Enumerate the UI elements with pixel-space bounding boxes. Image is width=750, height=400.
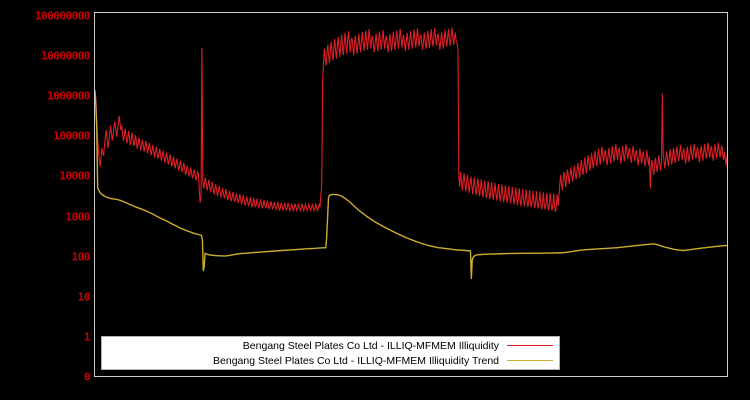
- series-canvas: [95, 27, 727, 280]
- y-axis-tick-label: 100000: [53, 129, 90, 143]
- legend-label-illiquidity-trend: Bengang Steel Plates Co Ltd - ILLIQ-MFME…: [213, 354, 499, 367]
- plot-area: [94, 12, 728, 377]
- y-axis-tick-label: 1: [83, 330, 91, 344]
- illiquidity-series-line: [95, 27, 727, 213]
- y-axis-tick-label: 10000000: [41, 49, 90, 63]
- legend-entry-illiquidity: Bengang Steel Plates Co Ltd - ILLIQ-MFME…: [108, 338, 553, 353]
- y-axis-tick-label: 10000: [59, 169, 90, 183]
- y-axis-tick-label: 10: [77, 290, 91, 304]
- y-axis-tick-label: 0: [83, 370, 91, 384]
- chart-legend: Bengang Steel Plates Co Ltd - ILLIQ-MFME…: [101, 336, 560, 370]
- y-axis-tick-label: 1000: [65, 210, 91, 224]
- y-axis-tick-label: 100: [71, 250, 91, 264]
- illiquidity-trend-series-line: [95, 90, 727, 280]
- legend-label-illiquidity: Bengang Steel Plates Co Ltd - ILLIQ-MFME…: [242, 339, 499, 352]
- legend-line-swatch-illiquidity-trend: [507, 360, 553, 361]
- y-axis-tick-label: 1000000: [47, 89, 90, 103]
- y-axis-tick-labels: 100000000 10000000 1000000 100000 10000 1000 1…: [0, 0, 91, 400]
- legend-line-swatch-illiquidity: [507, 345, 553, 346]
- y-axis-tick-label: 100000000: [34, 9, 91, 23]
- legend-entry-illiquidity-trend: Bengang Steel Plates Co Ltd - ILLIQ-MFME…: [108, 353, 553, 368]
